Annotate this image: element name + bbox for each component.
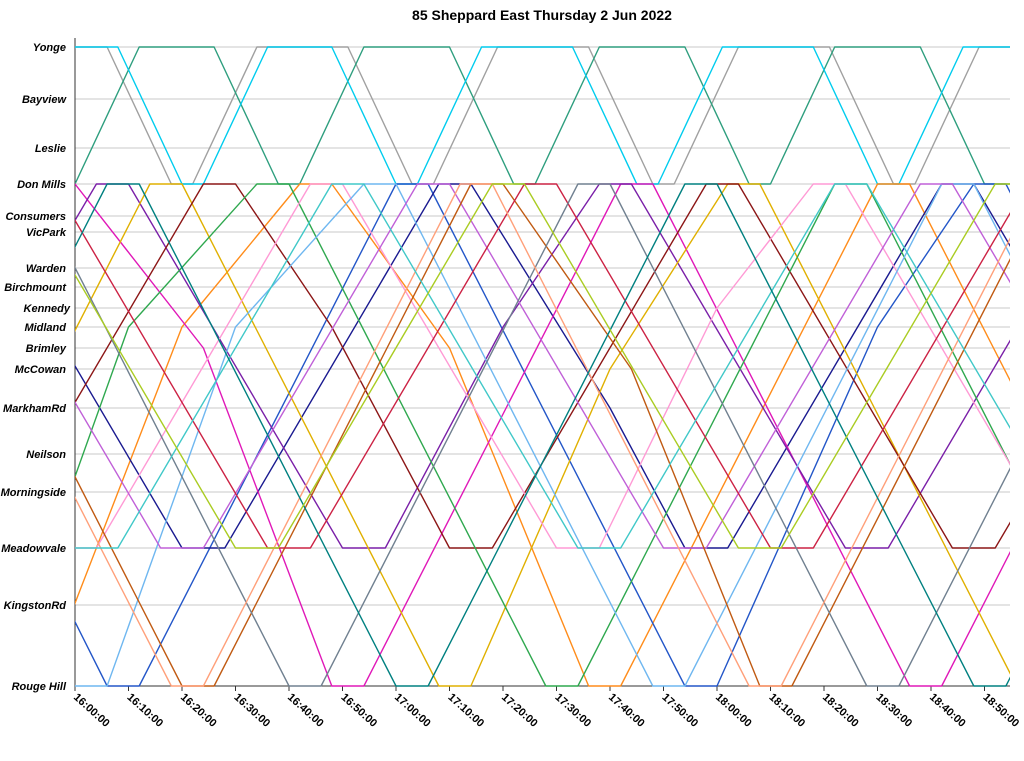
time-tick-label: 17:30:00 [552, 691, 593, 729]
trip-line-bus-14 [75, 183, 1010, 687]
time-tick-label: 18:10:00 [766, 691, 807, 729]
trip-line-bus-yonge-2 [75, 46, 1010, 185]
station-label: Rouge Hill [12, 681, 67, 693]
station-label: VicPark [26, 227, 67, 239]
trip-line-bus-12 [75, 183, 1010, 687]
time-tick-label: 17:50:00 [659, 691, 700, 729]
trip-line-bus-01 [75, 183, 1010, 687]
trip-line-bus-16 [75, 183, 1010, 549]
station-label: Kennedy [24, 303, 71, 315]
trip-line-bus-yonge-3 [75, 46, 1010, 185]
grid-layer [75, 46, 1010, 687]
station-label: Yonge [33, 42, 66, 54]
time-tick-label: 17:20:00 [499, 691, 540, 729]
station-label: Bayview [22, 94, 67, 106]
trip-line-bus-15 [75, 183, 1010, 687]
station-label: MarkhamRd [3, 403, 66, 415]
trip-line-bus-04 [75, 183, 1010, 687]
trip-line-bus-09 [75, 183, 1010, 549]
time-tick-label: 16:50:00 [338, 691, 379, 729]
time-tick-label: 18:40:00 [927, 691, 968, 729]
station-label: Neilson [26, 449, 66, 461]
station-label: Brimley [26, 343, 67, 355]
time-tick-label: 16:30:00 [231, 691, 272, 729]
time-tick-label: 17:40:00 [606, 691, 647, 729]
trip-line-bus-07 [75, 183, 1010, 549]
station-label: Consumers [5, 211, 66, 223]
station-label: Warden [26, 263, 66, 275]
trip-line-bus-03 [75, 183, 1010, 549]
trip-line-bus-17 [75, 183, 1010, 687]
station-label: McCowan [15, 364, 67, 376]
time-tick-label: 18:50:00 [980, 691, 1021, 729]
trip-line-bus-05 [75, 183, 1010, 549]
time-tick-label: 18:20:00 [820, 691, 861, 729]
station-label: Meadowvale [1, 543, 66, 555]
axis-layer [74, 38, 1010, 691]
trip-line-bus-18 [75, 183, 1010, 549]
chart-title: 85 Sheppard East Thursday 2 Jun 2022 [412, 7, 672, 23]
time-tick-label: 17:10:00 [445, 691, 486, 729]
station-label: Don Mills [17, 179, 66, 191]
trip-line-bus-yonge-1 [75, 46, 1010, 185]
time-tick-label: 16:00:00 [71, 691, 112, 729]
time-tick-label: 18:30:00 [873, 691, 914, 729]
time-tick-label: 16:10:00 [124, 691, 165, 729]
station-label: Leslie [35, 143, 66, 155]
time-tick-label: 16:20:00 [178, 691, 219, 729]
time-tick-label: 16:40:00 [285, 691, 326, 729]
trip-lines-layer [75, 46, 1010, 687]
trip-line-bus-06 [75, 183, 1010, 687]
station-label: Morningside [1, 487, 66, 499]
station-label: Birchmount [4, 282, 67, 294]
trip-line-bus-13 [75, 183, 1010, 549]
trip-line-bus-11 [75, 183, 1010, 549]
time-tick-label: 18:00:00 [713, 691, 754, 729]
station-label: KingstonRd [4, 600, 67, 612]
time-tick-label: 17:00:00 [392, 691, 433, 729]
station-label: Midland [24, 322, 66, 334]
